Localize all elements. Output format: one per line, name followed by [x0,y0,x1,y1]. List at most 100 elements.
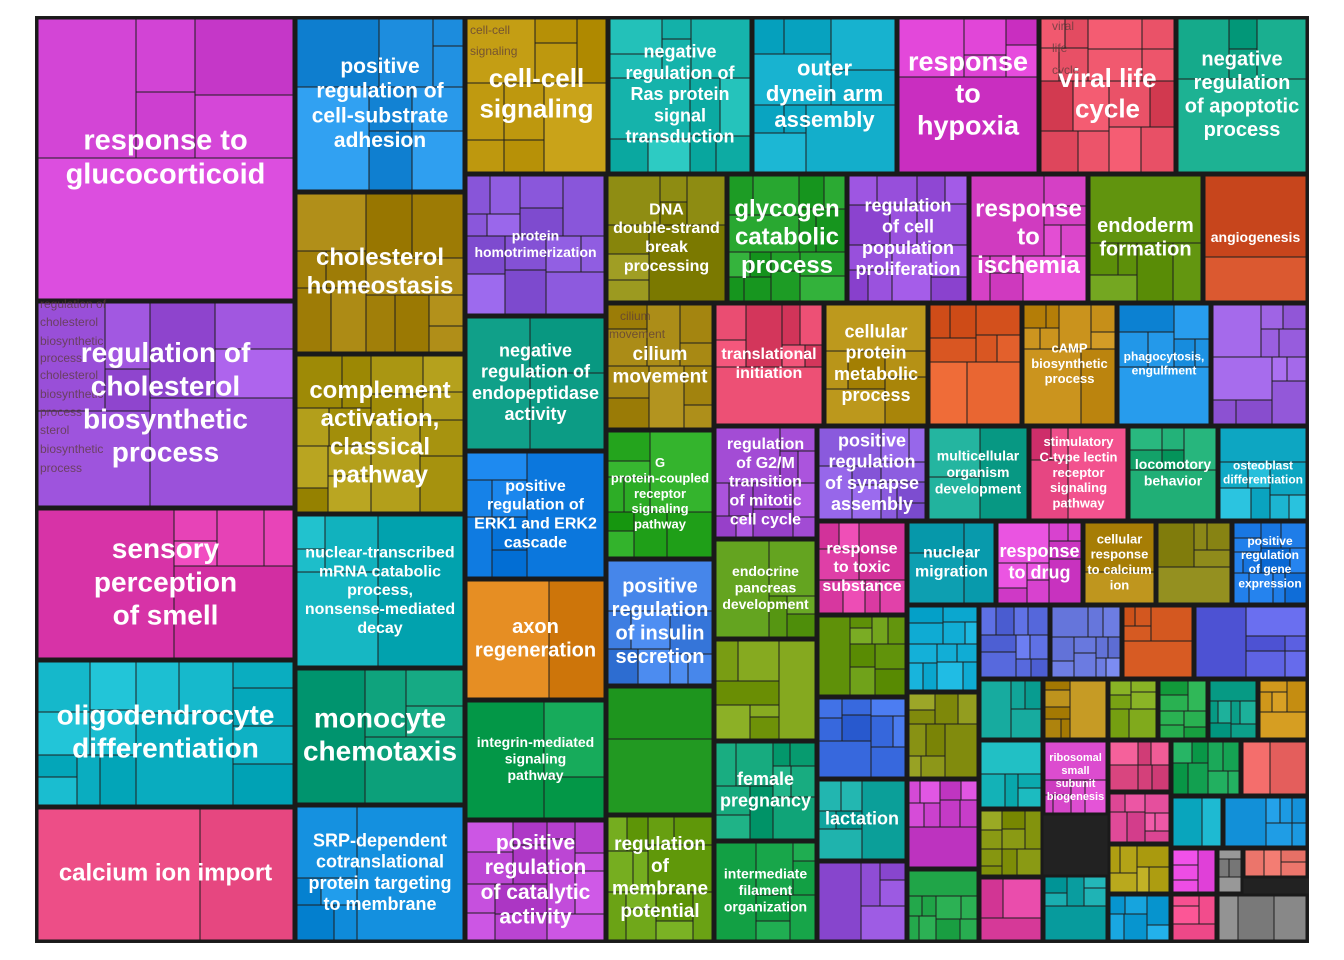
treemap-subtile [465,820,514,853]
treemap-subtile [858,521,907,581]
treemap-group-89 [1170,893,1218,943]
treemap-subtile [936,643,958,663]
treemap-subtile [1136,242,1174,303]
treemap-subtile [772,796,817,841]
treemap-subtile [1088,174,1203,244]
treemap-group-negative-regulation-of-ras-protein-signal-transduction: negative regulation of Ras protein signal tr… [607,16,753,175]
treemap-subtile [1183,710,1208,728]
treemap-subtile [907,723,927,757]
treemap-subtile [370,419,421,514]
treemap-subtile [623,476,651,513]
treemap-label: female pregnancy [720,769,811,810]
treemap-subtile [1191,740,1209,764]
treemap-subtile [897,76,1039,174]
treemap-subtile [920,755,946,779]
treemap-subtile [956,643,979,663]
treemap-subtile [930,244,969,278]
treemap-group-border [605,429,715,560]
treemap-subtile [405,668,465,707]
treemap-subtile [216,508,265,567]
treemap-subtile [378,17,434,88]
treemap-group-border [995,520,1084,606]
treemap-subtile [1171,796,1203,848]
treemap-subtile [99,754,137,807]
treemap-subtile [1107,636,1122,659]
treemap-subtile [1016,848,1043,877]
treemap-subtile [1002,877,1043,919]
treemap-label: cellular protein metabolic process [834,321,918,405]
treemap-sub-label: process [40,461,82,475]
treemap-subtile [1102,605,1122,638]
treemap-subtile [419,455,465,514]
treemap-subtile [817,740,872,779]
treemap-group-border [605,558,715,687]
treemap-group-56 [1193,604,1309,680]
treemap-group-nuclear-migration: nuclear migration [906,520,997,606]
treemap-group-border [1042,739,1109,816]
treemap-subtile [1203,174,1308,258]
treemap-subtile [743,276,772,303]
treemap-label: oligodendrocyte differentiation [57,699,275,763]
treemap-subtile [295,192,367,252]
treemap-group-estrous-cycle [1107,678,1159,741]
treemap-group-86 [1107,843,1172,895]
treemap-subtile [1239,700,1258,725]
treemap-group-aging [1240,739,1309,797]
treemap-subtile [1227,770,1241,796]
treemap-subtile [752,508,794,539]
treemap-subtile [1083,887,1108,907]
treemap-subtile [548,579,606,700]
treemap-subtile [1060,224,1088,257]
treemap-subtile [465,174,491,215]
treemap-subtile [860,861,881,907]
treemap-label: nuclear-transcribed mRNA catabolic process… [305,544,455,637]
treemap-subtile [1171,848,1199,866]
treemap-subtile [1243,848,1265,878]
treemap-subtile [1263,848,1282,878]
treemap-subtile [1108,740,1139,766]
treemap-subtile [649,430,714,513]
treemap-subtile [669,610,714,655]
treemap-group-54 [1049,604,1123,680]
treemap-subtile [1161,426,1185,451]
treemap-subtile [432,17,465,47]
treemap-group-border [1107,739,1172,793]
treemap-subtile [870,746,907,779]
treemap-subtile [1087,17,1143,50]
treemap-subtile [1228,48,1258,80]
treemap-label: positive regulation of synapse assembly [825,430,919,514]
treemap-subtile [1108,708,1130,740]
treemap-subtile [1004,773,1019,809]
treemap-subtile [960,779,979,801]
treemap-subtile [1130,679,1158,693]
treemap-group-ribosomal-small-subunit-biogenesis [978,876,1044,943]
treemap-label: DNA double-strand break processing [613,201,720,275]
treemap-subtile [817,426,882,467]
treemap-subtile [969,174,1045,257]
treemap-subtile [714,482,730,517]
treemap-group-border [846,173,970,304]
treemap-subtile [817,828,863,861]
treemap-subtile [519,207,564,237]
treemap-subtile [919,779,941,804]
treemap-subtile [1241,740,1271,796]
treemap-subtile [232,687,295,727]
treemap-group-regulation-of-membrane-potential: positive regulation of catalytic activity [464,819,607,943]
treemap-subtile [714,741,737,787]
treemap-group-border [713,840,818,943]
treemap-subtile [36,157,295,301]
treemap-subtile [562,174,606,237]
treemap-label: viral life cycle [1058,63,1156,124]
treemap-subtile [714,814,751,841]
treemap-subtile [849,666,876,697]
treemap-subtile [1043,689,1071,708]
treemap-label: endocrine pancreas development [722,563,809,612]
treemap-subtile [655,891,694,922]
treemap-subtile [89,660,137,711]
treemap-group-endocrine-pancreas-development: endocrine pancreas development [713,538,818,640]
treemap-subtile [1039,130,1079,174]
treemap-subtile [1269,740,1308,796]
treemap-subtile [979,740,1043,775]
treemap-subtile [574,820,606,854]
